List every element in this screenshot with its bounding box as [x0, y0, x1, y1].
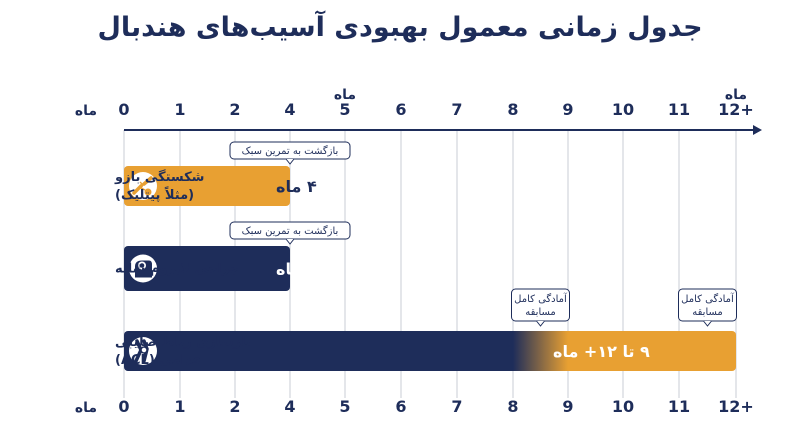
x-tick-label-top: 2 [229, 100, 240, 119]
callout-pointer [536, 320, 545, 327]
x-tick-label-bottom: 4 [284, 397, 295, 416]
x-unit-label-left-top: ماه [75, 103, 97, 119]
x-tick-label-top: 11 [668, 100, 690, 119]
x-tick-label-bottom: 1 [174, 397, 185, 416]
x-tick-label-bottom: 5 [339, 397, 350, 416]
callout-pointer [703, 320, 712, 327]
x-tick-label-bottom: 12+ [718, 397, 754, 416]
knee-icon-glyph [134, 339, 149, 363]
x-unit-label-above-12: ماه [725, 87, 747, 103]
x-tick-label-bottom: 2 [229, 397, 240, 416]
callout-text: آمادگی کامل [681, 292, 735, 305]
x-tick-label-top: 1 [174, 100, 185, 119]
x-tick-label-top: 8 [507, 100, 518, 119]
x-tick-label-top: 6 [395, 100, 406, 119]
x-tick-label-bottom: 0 [118, 397, 129, 416]
axis-arrow-icon [753, 125, 762, 135]
shoulder-icon-glyph [135, 260, 152, 278]
bar [124, 246, 290, 291]
bar-value-label: ۹ تا ۱۲+ ماه [553, 342, 650, 361]
x-tick-label-bottom: 9 [562, 397, 573, 416]
page-title: جدول زمانی معمول بهبودی آسیب‌های هندبال [97, 12, 703, 43]
callout-text: مسابقه [692, 307, 723, 318]
bar [124, 331, 736, 371]
row-label: بازسازی رباط صلیبی [115, 335, 251, 350]
x-tick-label-top: 4 [284, 100, 295, 119]
row-label: قدامی (ACL) [115, 353, 201, 368]
x-tick-label-bottom: 10 [612, 397, 634, 416]
x-tick-label-top: 12+ [718, 100, 754, 119]
x-tick-label-bottom: 8 [507, 397, 518, 416]
callout-text: بازگشت به تمرین سبک [242, 225, 339, 237]
callout-text: آمادگی کامل [514, 292, 568, 305]
x-tick-label-bottom: 6 [395, 397, 406, 416]
bar-value-label: ۴ ماه [276, 177, 317, 196]
broken-arm-icon-glyph [132, 176, 153, 196]
x-tick-label-top: 9 [562, 100, 573, 119]
bar [124, 166, 290, 206]
x-unit-label-above-5: ماه [334, 87, 356, 103]
callout-text: مسابقه [525, 307, 556, 318]
x-tick-label-bottom: 11 [668, 397, 690, 416]
callout-text: بازگشت به تمرین سبک [242, 145, 339, 157]
row-label: جراحی لابروم شانه [115, 262, 239, 277]
x-tick-label-top: 0 [118, 100, 129, 119]
x-tick-label-top: 7 [451, 100, 462, 119]
row-label: (مثلاً پیتلیک) [115, 186, 194, 203]
callout-pointer [285, 238, 295, 245]
row-label: شکستگی بازو [114, 169, 204, 185]
x-tick-label-top: 5 [339, 100, 350, 119]
x-tick-label-top: 10 [612, 100, 634, 119]
x-unit-label-left-bottom: ماه [75, 400, 97, 416]
x-tick-label-bottom: 7 [451, 397, 462, 416]
bar-value-label: ۴ ماه [276, 260, 317, 279]
callout-pointer [285, 158, 295, 165]
